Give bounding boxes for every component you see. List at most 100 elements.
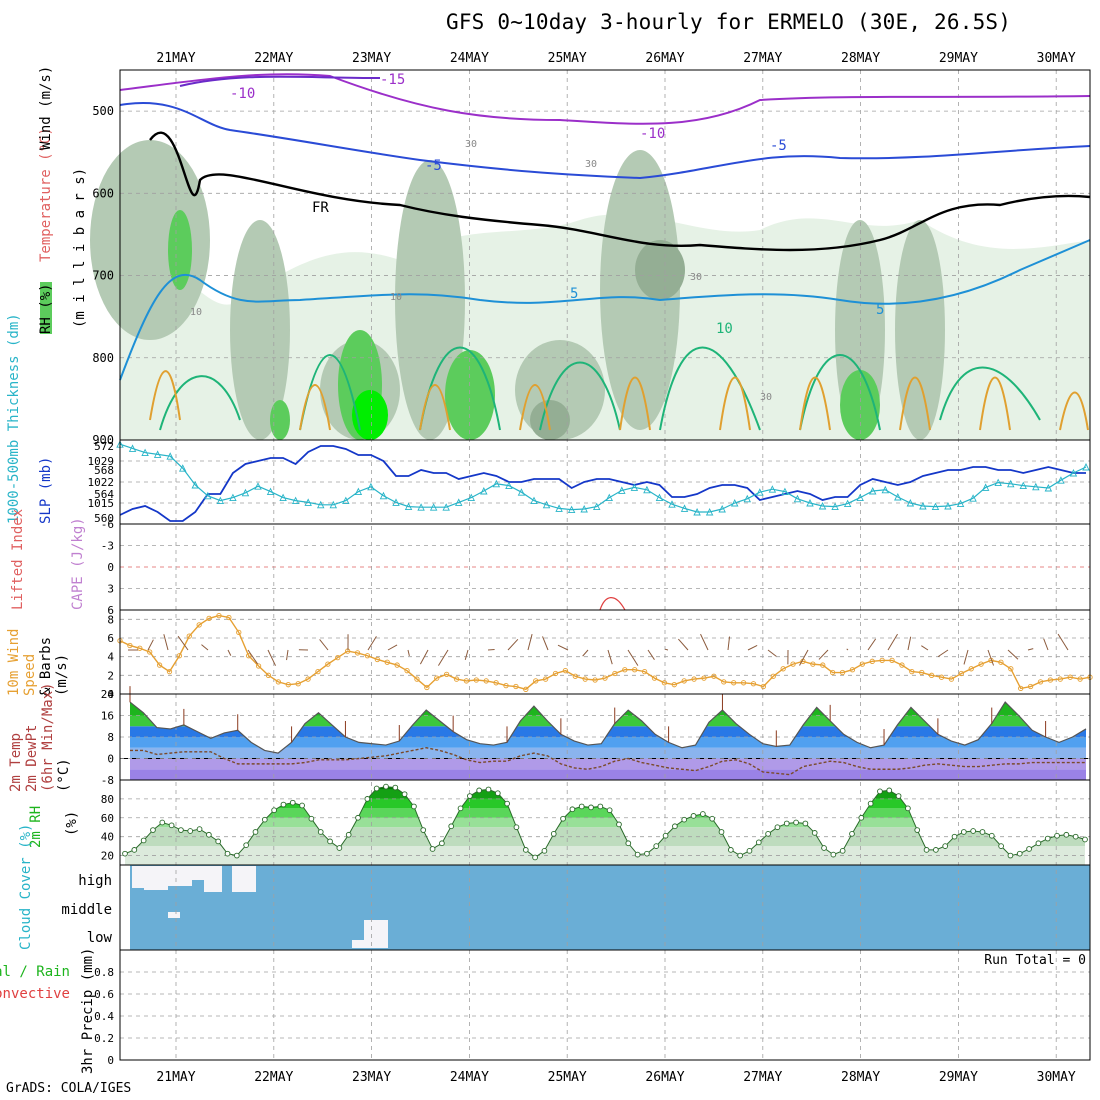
- wind-barb: [664, 648, 669, 651]
- thickness-point-marker: [153, 450, 162, 458]
- thickness-point-marker: [919, 501, 927, 510]
- wind-speed-point: [998, 659, 1004, 665]
- wind-speed-point: [127, 642, 133, 649]
- contour-label: -5: [770, 138, 787, 154]
- wind-tick-label: 4: [107, 651, 114, 664]
- thickness-point-marker: [329, 500, 338, 509]
- thickness-point-marker: [542, 500, 551, 509]
- rh-point: [448, 823, 455, 830]
- thickness-point-marker: [1032, 482, 1040, 491]
- temp-tick-label: -8: [101, 774, 114, 787]
- thickness-tick-label: 568: [94, 464, 114, 477]
- wind-barb: [907, 636, 912, 651]
- contour-label: FR: [312, 200, 329, 216]
- day-label-top: 23MAY: [352, 51, 391, 66]
- rh-point: [606, 807, 613, 814]
- temp-ylabel-part: (6hr Min/Max): [40, 682, 56, 792]
- wind-barb: [582, 649, 589, 657]
- rh-point: [877, 788, 883, 795]
- wind-ylabel-part: (m/s): [54, 654, 70, 696]
- temp-tick-label: 24: [101, 688, 115, 701]
- thickness-point-marker: [241, 488, 250, 497]
- temp-tick-label: 16: [101, 710, 114, 723]
- wind-barb: [527, 634, 533, 651]
- rh-point: [979, 829, 986, 835]
- rh-point: [532, 854, 538, 861]
- thickness-point-marker: [806, 498, 814, 507]
- slp-ylabel: SLP (mb): [38, 457, 54, 524]
- wind-barb: [818, 649, 829, 660]
- wind-barb: [607, 649, 613, 665]
- rh-point: [933, 847, 939, 853]
- wind-barb: [387, 644, 398, 651]
- slp-line: [119, 445, 1086, 522]
- pressure-tick-label: 600: [92, 186, 114, 200]
- wind-speed-point: [958, 670, 964, 677]
- thickness-point-marker: [655, 493, 664, 502]
- wind-speed-point: [859, 661, 865, 667]
- rh-point: [700, 811, 706, 817]
- cloud-gap-5: [232, 866, 256, 892]
- wind-barb: [887, 633, 898, 651]
- cloud-gap-0: [132, 866, 144, 888]
- wind-speed-point: [1037, 679, 1044, 685]
- wind-speed-point: [533, 678, 539, 684]
- wind-speed-point: [226, 614, 232, 621]
- rh-point: [252, 829, 259, 835]
- day-label-bottom: 28MAY: [841, 1070, 880, 1085]
- wind-barb: [1007, 649, 1019, 660]
- wind-speed-point: [968, 666, 974, 672]
- rh-point: [476, 787, 483, 794]
- rh-point: [336, 845, 343, 851]
- wind-speed-point: [879, 657, 885, 664]
- rh-point: [588, 804, 594, 811]
- rh-point: [718, 829, 725, 835]
- wind-speed-point: [849, 667, 856, 673]
- wind-speed-point: [1008, 666, 1014, 672]
- wind-speed-point: [612, 670, 618, 677]
- panel-frames: [119, 69, 1091, 1061]
- rh-point: [1035, 840, 1042, 847]
- day-label-top: 29MAY: [939, 51, 978, 66]
- rh-band: [125, 808, 1085, 818]
- wind-ylabel-part: 10m Wind: [6, 629, 22, 696]
- wind-speed-point: [147, 649, 153, 655]
- rh-point: [634, 851, 641, 858]
- rh-point: [849, 830, 855, 837]
- rh-point: [206, 831, 212, 838]
- wind-barb: [846, 648, 849, 651]
- isotherm-line-3: [119, 239, 1091, 381]
- rh-point: [811, 830, 818, 836]
- thickness-ylabel: 1000-500mb Thickness (dm): [6, 313, 22, 524]
- thickness-point-marker: [618, 486, 626, 494]
- rh-point: [429, 846, 436, 852]
- thickness-point-marker: [492, 479, 501, 488]
- thickness-point-marker: [1082, 462, 1090, 471]
- rh-point: [662, 832, 669, 839]
- thickness-point-marker: [781, 487, 789, 496]
- wind-speed-point: [156, 662, 163, 668]
- thickness-tick-label: 572: [94, 440, 114, 453]
- day-label-top: 21MAY: [156, 51, 195, 66]
- wind-speed-point: [542, 676, 549, 682]
- day-label-bottom: 22MAY: [254, 1070, 293, 1085]
- contour-label: -10: [640, 126, 665, 142]
- wind-speed-point: [166, 668, 173, 675]
- wind-barb: [557, 644, 569, 651]
- thickness-point-marker: [304, 498, 312, 506]
- cloud-gap-1: [144, 866, 168, 890]
- rh-point: [168, 822, 175, 829]
- rh-point: [224, 850, 231, 857]
- rh-point: [364, 796, 371, 802]
- rh-point: [737, 852, 743, 859]
- wind-speed-point: [750, 681, 757, 687]
- wind-barb: [487, 648, 495, 651]
- wind-speed-point: [701, 675, 707, 681]
- thickness-point-marker: [404, 502, 413, 511]
- thickness-point-marker: [944, 501, 952, 510]
- rh-point: [299, 802, 305, 809]
- cape-ylabel: CAPE (J/kg): [70, 517, 86, 610]
- rh-point: [150, 827, 156, 833]
- wind-speed-point: [285, 682, 291, 688]
- rh-shade-8: [168, 210, 192, 290]
